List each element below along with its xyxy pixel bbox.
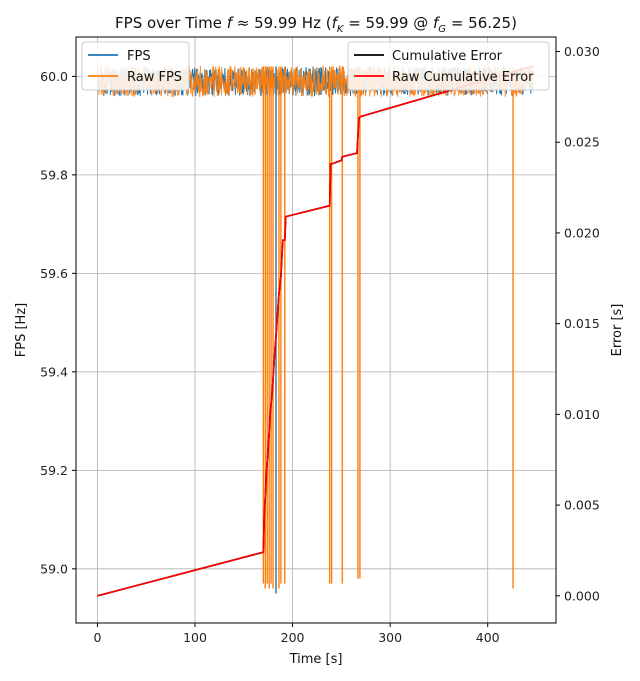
y-tick-label: 60.0 <box>40 69 68 84</box>
legend-left: FPS Raw FPS <box>81 41 190 91</box>
y2-axis-label: Error [s] <box>610 304 625 357</box>
x-tick-label: 300 <box>378 630 402 645</box>
legend-label-cumulative-error: Cumulative Error <box>392 49 503 64</box>
raw-cumulative-error-line <box>97 65 534 597</box>
x-tick-label: 400 <box>476 630 500 645</box>
y-tick-label: 59.8 <box>40 167 68 182</box>
y2-tick-label: 0.015 <box>564 316 600 331</box>
axes-frame <box>75 36 557 624</box>
y2-tick-label: 0.005 <box>564 498 600 513</box>
y-axis-label: FPS [Hz] <box>14 303 29 357</box>
x-tick-label: 200 <box>281 630 305 645</box>
ticks: 0 100 200 300 400 59.0 59.2 59.4 59.6 59.8 60.0 0.0… <box>40 44 600 645</box>
y-tick-label: 59.0 <box>40 561 68 576</box>
y2-tick-label: 0.010 <box>564 407 600 422</box>
legend-label-raw-fps: Raw FPS <box>127 70 182 85</box>
y2-tick-label: 0.000 <box>564 588 600 603</box>
x-tick-label: 0 <box>93 630 101 645</box>
legend-label-raw-cumulative-error: Raw Cumulative Error <box>392 70 534 85</box>
x-axis-label: Time [s] <box>289 652 343 667</box>
y2-tick-label: 0.025 <box>564 135 600 150</box>
x-tick-label: 100 <box>183 630 207 645</box>
chart-title: FPS over Time f ≈ 59.99 Hz (fK = 59.99 @… <box>115 14 517 35</box>
y-tick-label: 59.6 <box>40 266 68 281</box>
y-tick-label: 59.2 <box>40 463 68 478</box>
legend-left-box <box>81 41 190 91</box>
y-tick-label: 59.4 <box>40 364 68 379</box>
legend-label-fps: FPS <box>127 49 151 64</box>
y2-tick-label: 0.020 <box>564 225 600 240</box>
legend-right: Cumulative Error Raw Cumulative Error <box>347 41 550 91</box>
legend-right-box <box>347 41 550 91</box>
y2-tick-label: 0.030 <box>564 44 600 59</box>
